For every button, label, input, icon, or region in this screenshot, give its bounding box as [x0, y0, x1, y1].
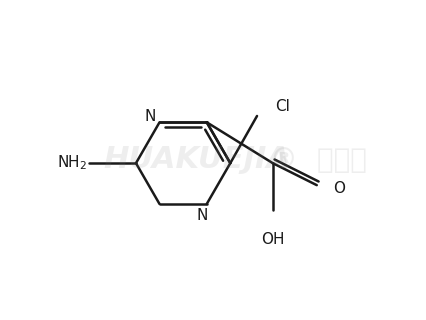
Text: Cl: Cl — [275, 99, 290, 114]
Text: ®  化学加: ® 化学加 — [270, 146, 366, 174]
Text: OH: OH — [261, 232, 285, 247]
Text: HUAKUEJIA: HUAKUEJIA — [103, 146, 290, 174]
Text: N: N — [144, 109, 156, 124]
Text: N: N — [197, 208, 208, 222]
Text: O: O — [334, 181, 345, 196]
Text: NH$_2$: NH$_2$ — [57, 154, 87, 172]
